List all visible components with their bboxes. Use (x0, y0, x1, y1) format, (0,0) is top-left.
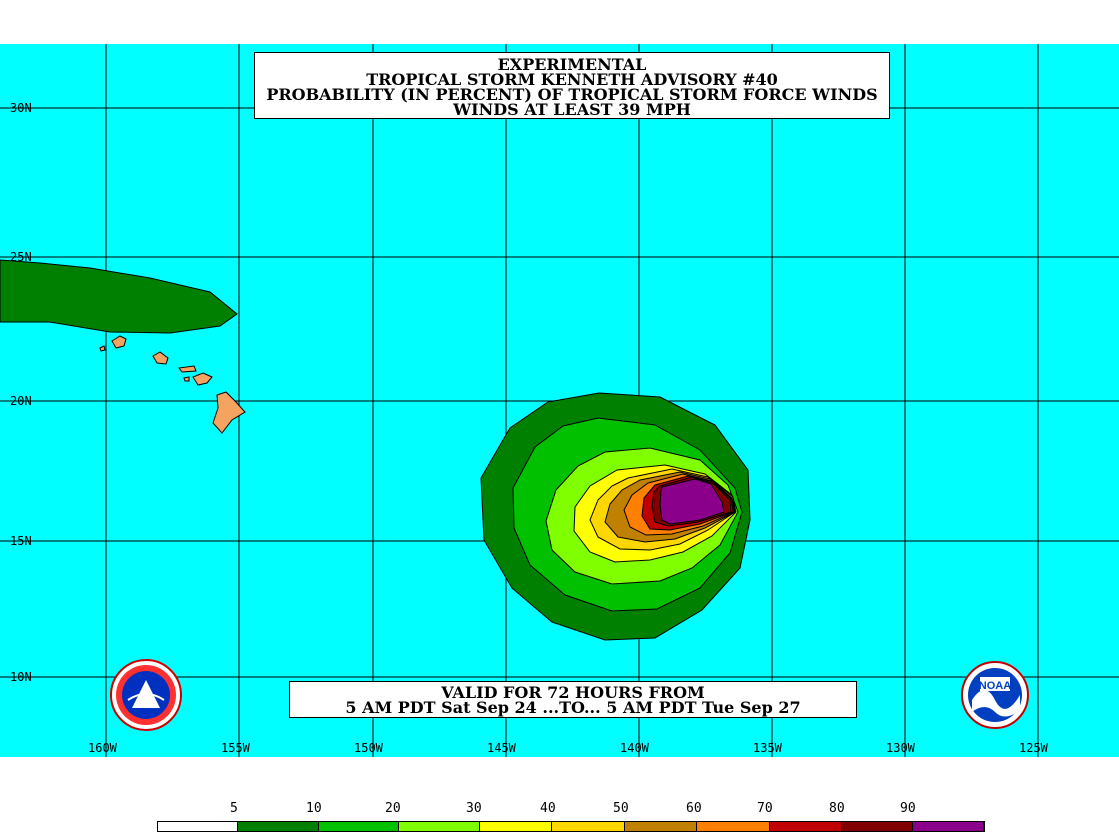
island-molokai (178, 365, 197, 373)
island-maui (192, 372, 213, 386)
valid-period: VALID FOR 72 HOURS FROM 5 AM PDT Sat Sep… (289, 681, 857, 718)
legend-label-10: 10 (306, 801, 322, 816)
legend-swatch (158, 822, 238, 831)
legend-swatch (480, 822, 552, 831)
lon-label-130w: 130W (886, 741, 915, 755)
lon-label-150w: 150W (354, 741, 383, 755)
lat-label-25n: 25N (10, 250, 32, 264)
nws-logo (110, 659, 182, 731)
hawaiian-islands (99, 335, 246, 434)
legend-color-bar (157, 821, 985, 832)
legend-label-30: 30 (466, 801, 482, 816)
legend-swatch (913, 822, 984, 831)
lon-label-135w: 135W (753, 741, 782, 755)
legend-label-50: 50 (613, 801, 629, 816)
legend-label-90: 90 (900, 801, 916, 816)
probability-contours (480, 392, 751, 641)
lon-label-140w: 140W (620, 741, 649, 755)
title-line-2: TROPICAL STORM KENNETH ADVISORY #40 (366, 70, 778, 89)
island-kauai (111, 335, 127, 349)
legend-label-80: 80 (829, 801, 845, 816)
noaa-logo: NOAA (961, 661, 1029, 729)
lon-label-160w: 160W (88, 741, 117, 755)
legend-swatch (625, 822, 697, 831)
legend-label-60: 60 (686, 801, 702, 816)
island-lanai (183, 376, 190, 382)
island-oahu (152, 351, 169, 365)
legend-label-5: 5 (230, 801, 238, 816)
legend-label-70: 70 (757, 801, 773, 816)
legend-label-40: 40 (540, 801, 556, 816)
lat-label-30n: 30N (10, 101, 32, 115)
legend-swatch (319, 822, 399, 831)
valid-line-1: VALID FOR 72 HOURS FROM (441, 683, 705, 702)
legend-swatch (842, 822, 913, 831)
map-title: EXPERIMENTAL TROPICAL STORM KENNETH ADVI… (254, 52, 890, 119)
legend-swatch (697, 822, 770, 831)
contour-90 (659, 478, 725, 525)
lat-label-10n: 10N (10, 670, 32, 684)
noaa-logo-text: NOAA (979, 680, 1011, 692)
island-niihau (99, 345, 106, 352)
lon-label-155w: 155W (221, 741, 250, 755)
lat-label-20n: 20N (10, 394, 32, 408)
lat-label-15n: 15N (10, 534, 32, 548)
legend-swatch (238, 822, 319, 831)
lon-label-145w: 145W (487, 741, 516, 755)
probability-map: NOAA (0, 44, 1119, 757)
title-line-1: EXPERIMENTAL (497, 55, 647, 74)
island-big-island (212, 391, 246, 434)
title-line-3: PROBABILITY (IN PERCENT) OF TROPICAL STO… (266, 85, 878, 104)
nw-probability-band (0, 259, 238, 334)
legend-label-20: 20 (385, 801, 401, 816)
legend-swatch (770, 822, 842, 831)
valid-line-2: 5 AM PDT Sat Sep 24 ...TO... 5 AM PDT Tu… (345, 698, 801, 717)
legend-swatch (399, 822, 480, 831)
lon-label-125w: 125W (1019, 741, 1048, 755)
title-line-4: WINDS AT LEAST 39 MPH (453, 100, 691, 119)
legend-swatch (552, 822, 625, 831)
